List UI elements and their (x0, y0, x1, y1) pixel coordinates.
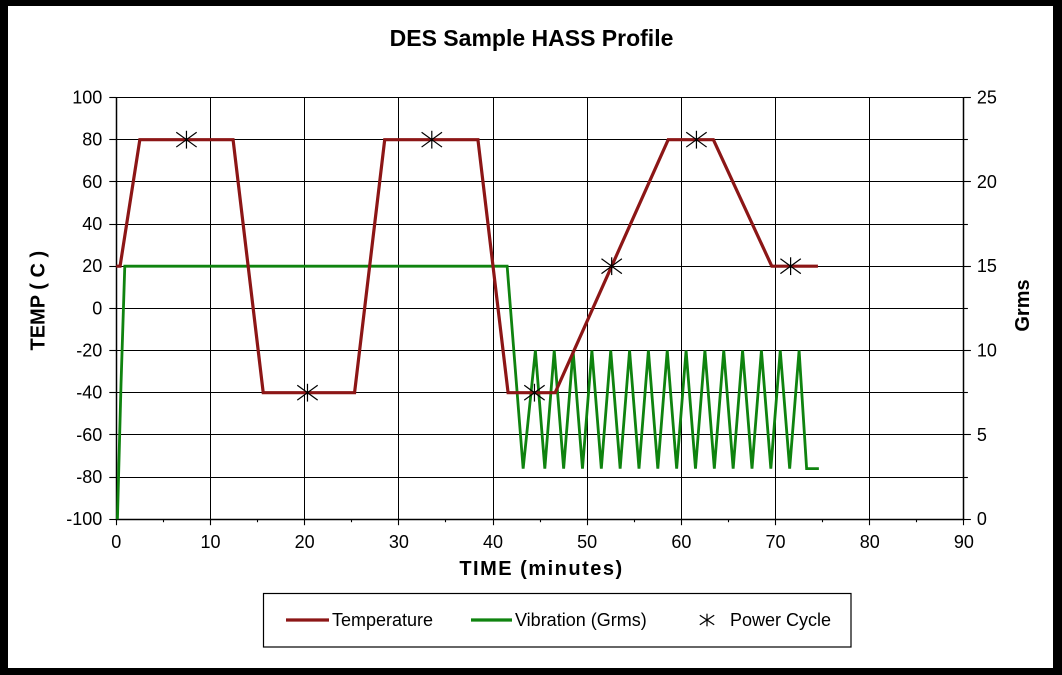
svg-text:90: 90 (954, 532, 974, 552)
svg-text:80: 80 (860, 532, 880, 552)
svg-text:TEMP ( C ): TEMP ( C ) (28, 251, 50, 351)
svg-text:TIME (minutes): TIME (minutes) (459, 558, 623, 580)
svg-text:-40: -40 (76, 383, 102, 403)
svg-text:40: 40 (483, 532, 503, 552)
svg-text:25: 25 (977, 88, 997, 108)
svg-text:Temperature: Temperature (332, 610, 433, 630)
svg-text:-100: -100 (66, 509, 102, 529)
svg-text:-80: -80 (76, 467, 102, 487)
svg-text:80: 80 (82, 130, 102, 150)
svg-text:DES Sample HASS Profile: DES Sample HASS Profile (390, 25, 674, 51)
svg-text:50: 50 (577, 532, 597, 552)
svg-text:100: 100 (72, 88, 102, 108)
svg-text:0: 0 (977, 509, 987, 529)
svg-text:Vibration (Grms): Vibration (Grms) (515, 610, 647, 630)
svg-text:15: 15 (977, 256, 997, 276)
svg-text:-60: -60 (76, 425, 102, 445)
svg-text:10: 10 (977, 341, 997, 361)
svg-text:Power Cycle: Power Cycle (730, 610, 831, 630)
svg-text:40: 40 (82, 214, 102, 234)
svg-text:30: 30 (389, 532, 409, 552)
svg-text:5: 5 (977, 425, 987, 445)
svg-text:60: 60 (82, 172, 102, 192)
svg-text:20: 20 (295, 532, 315, 552)
svg-text:Grms: Grms (1012, 279, 1034, 331)
svg-text:-20: -20 (76, 341, 102, 361)
svg-text:20: 20 (82, 256, 102, 276)
svg-text:70: 70 (766, 532, 786, 552)
svg-text:60: 60 (671, 532, 691, 552)
svg-text:0: 0 (111, 532, 121, 552)
svg-text:10: 10 (200, 532, 220, 552)
svg-text:20: 20 (977, 172, 997, 192)
svg-text:0: 0 (92, 298, 102, 318)
